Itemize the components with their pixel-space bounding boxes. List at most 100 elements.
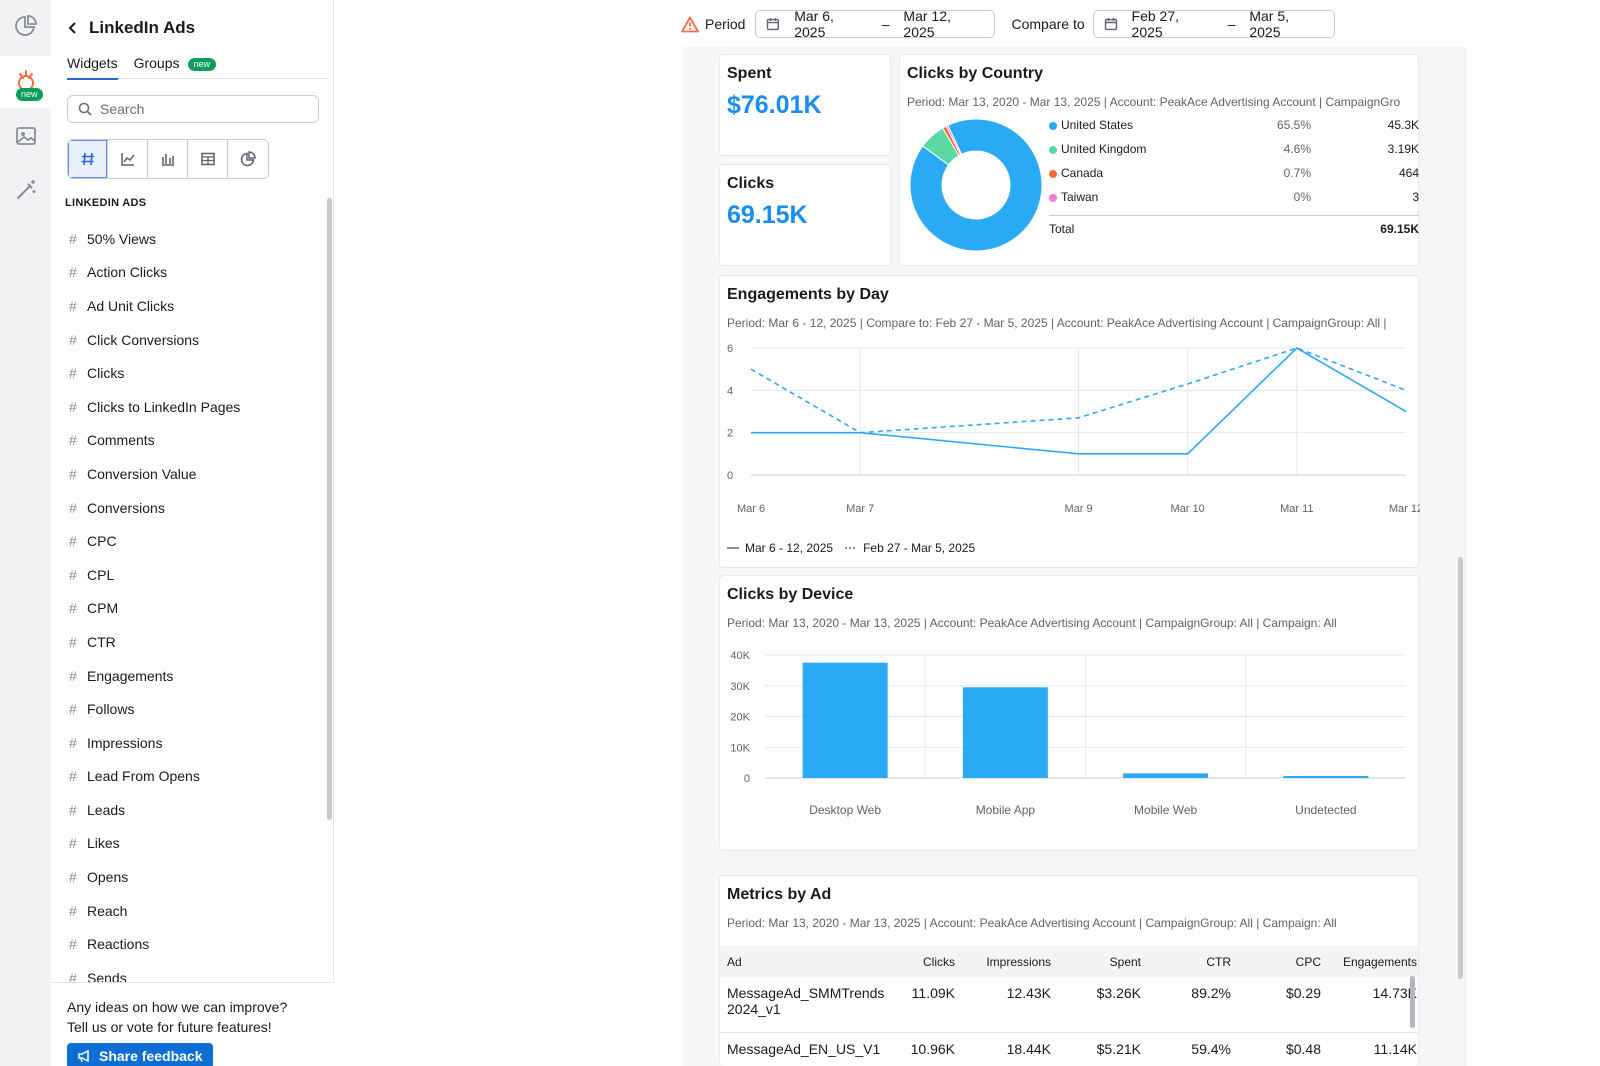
canvas-scrollbar[interactable] <box>1458 557 1463 979</box>
hash-icon: # <box>69 869 77 886</box>
country-row: United States 65.5% 45.3K <box>1049 117 1419 137</box>
engagements-by-day-widget[interactable]: Engagements by Day Period: Mar 6 - 12, 2… <box>719 275 1420 568</box>
col-spent[interactable]: Spent <box>1059 946 1149 977</box>
donut-slice[interactable] <box>909 118 1043 252</box>
device-bar-chart: 0 10K 20K 30K 40K Desktop Web Mobile App Mobile… <box>730 650 1406 817</box>
cell-spent: $3.26K <box>1059 977 1149 1033</box>
widget-list-item[interactable]: # Opens <box>69 860 309 894</box>
device-bar[interactable] <box>802 662 888 778</box>
filter-table[interactable] <box>188 140 228 178</box>
table-row[interactable]: MessageAd_SMMTrends2024_v1 11.09K 12.43K… <box>720 977 1418 1033</box>
rail-new-badge: new <box>16 88 43 101</box>
widget-list-item[interactable]: # Conversion Value <box>69 457 309 491</box>
period-separator: – <box>881 16 890 32</box>
widget-list-item[interactable]: # Clicks <box>69 356 309 390</box>
filter-number[interactable] <box>68 140 108 178</box>
hash-icon: # <box>69 801 77 818</box>
legend-dot <box>1049 194 1057 202</box>
widget-list-item[interactable]: # Action Clicks <box>69 256 309 290</box>
spent-widget[interactable]: Spent $76.01K <box>719 54 891 156</box>
widget-list-item[interactable]: # Engagements <box>69 659 309 693</box>
col-ad[interactable]: Ad <box>720 946 899 977</box>
filter-pie[interactable] <box>228 140 268 178</box>
cell-cpc: $0.29 <box>1239 977 1329 1033</box>
compare-date-picker[interactable]: Feb 27, 2025 – Mar 5, 2025 <box>1092 8 1335 40</box>
icon-rail: new <box>0 0 51 1066</box>
sidebar-tabs: Widgets Groups new <box>67 55 328 80</box>
donut-slice[interactable] <box>945 124 963 156</box>
widget-list-item[interactable]: # Follows <box>69 692 309 726</box>
widget-list-item[interactable]: # Click Conversions <box>69 323 309 357</box>
widget-list-item-label: Impressions <box>87 734 163 751</box>
widget-list-item-label: Conversions <box>87 499 165 516</box>
tab-widgets[interactable]: Widgets <box>67 55 118 80</box>
legend-compare: Feb 27 - Mar 5, 2025 <box>863 541 976 555</box>
sidebar-title: LinkedIn Ads <box>89 18 196 37</box>
back-button[interactable]: LinkedIn Ads <box>67 18 195 38</box>
current-series-line[interactable] <box>751 347 1407 455</box>
y-tick-label: 0 <box>744 773 750 785</box>
widget-list-item[interactable]: # Leads <box>69 793 309 827</box>
legend-dot <box>1049 122 1057 130</box>
device-bar[interactable] <box>1123 773 1209 778</box>
chevron-left-icon <box>68 22 76 34</box>
rail-tools[interactable] <box>0 164 51 216</box>
widget-list-item[interactable]: # Ad Unit Clicks <box>69 289 309 323</box>
clicks-by-country-widget[interactable]: Clicks by Country Period: Mar 13, 2020 -… <box>899 54 1419 266</box>
total-value: 69.15K <box>1380 222 1419 236</box>
warning-icon <box>681 16 699 32</box>
country-value: 3.19K <box>1387 142 1419 156</box>
col-engagements[interactable]: Engagements <box>1329 946 1418 977</box>
country-name: Taiwan <box>1061 190 1099 204</box>
y-tick-label: 20K <box>730 712 750 724</box>
table-row[interactable]: MessageAd_EN_US_V1 10.96K 18.44K $5.21K … <box>720 1032 1418 1066</box>
filter-bar[interactable] <box>148 140 188 178</box>
widget-list-item[interactable]: # Lead From Opens <box>69 760 309 794</box>
widget-list-item[interactable]: # Conversions <box>69 491 309 525</box>
rail-dashboards[interactable] <box>0 0 51 52</box>
tab-widgets-label: Widgets <box>67 55 118 71</box>
groups-new-badge: new <box>187 58 217 71</box>
table-scrollbar[interactable] <box>1410 976 1415 1028</box>
widget-list-item[interactable]: # Sends <box>69 961 309 982</box>
widget-list-item[interactable]: # CPM <box>69 592 309 626</box>
search-input[interactable] <box>100 101 300 117</box>
engagements-title: Engagements by Day <box>727 286 889 303</box>
col-impressions[interactable]: Impressions <box>963 946 1059 977</box>
period-date-picker[interactable]: Mar 6, 2025 – Mar 12, 2025 <box>755 8 996 40</box>
metrics-by-ad-widget[interactable]: Metrics by Ad Period: Mar 13, 2020 - Mar… <box>719 875 1419 1066</box>
rail-ads[interactable]: new <box>0 56 51 108</box>
widget-list-item[interactable]: # Clicks to LinkedIn Pages <box>69 390 309 424</box>
filter-line[interactable] <box>108 140 148 178</box>
hash-icon: # <box>69 600 77 617</box>
hash-icon: # <box>69 398 77 415</box>
widget-list-item[interactable]: # Reactions <box>69 927 309 961</box>
widget-list-item[interactable]: #50% Views <box>69 222 309 256</box>
compare-separator: – <box>1227 16 1236 32</box>
sidebar-scrollbar[interactable] <box>327 198 332 820</box>
col-cpc[interactable]: CPC <box>1239 946 1329 977</box>
widget-list-item[interactable]: # CPC <box>69 524 309 558</box>
tab-groups[interactable]: Groups new <box>133 55 217 79</box>
share-feedback-button[interactable]: Share feedback <box>67 1043 213 1066</box>
rail-images[interactable] <box>0 110 51 162</box>
widget-list-item[interactable]: # CPL <box>69 558 309 592</box>
widget-list-item[interactable]: # Comments <box>69 424 309 458</box>
device-bar[interactable] <box>1283 776 1369 778</box>
legend-dot <box>1049 146 1057 154</box>
widget-list-item[interactable]: # CTR <box>69 625 309 659</box>
search-box[interactable] <box>67 95 319 123</box>
country-row: Taiwan 0% 3 <box>1049 189 1419 209</box>
clicks-widget[interactable]: Clicks 69.15K <box>719 164 891 266</box>
hash-icon: # <box>69 264 77 281</box>
widget-list-item[interactable]: # Impressions <box>69 726 309 760</box>
clicks-by-device-widget[interactable]: Clicks by Device Period: Mar 13, 2020 - … <box>719 575 1419 851</box>
col-clicks[interactable]: Clicks <box>899 946 963 977</box>
hash-icon: # <box>69 633 77 650</box>
widget-list-item[interactable]: # Reach <box>69 894 309 928</box>
col-ctr[interactable]: CTR <box>1149 946 1239 977</box>
device-bar[interactable] <box>962 687 1048 778</box>
widget-list-item[interactable]: # Likes <box>69 827 309 861</box>
tab-groups-label: Groups <box>133 55 180 71</box>
y-tick-label: 4 <box>727 385 733 397</box>
